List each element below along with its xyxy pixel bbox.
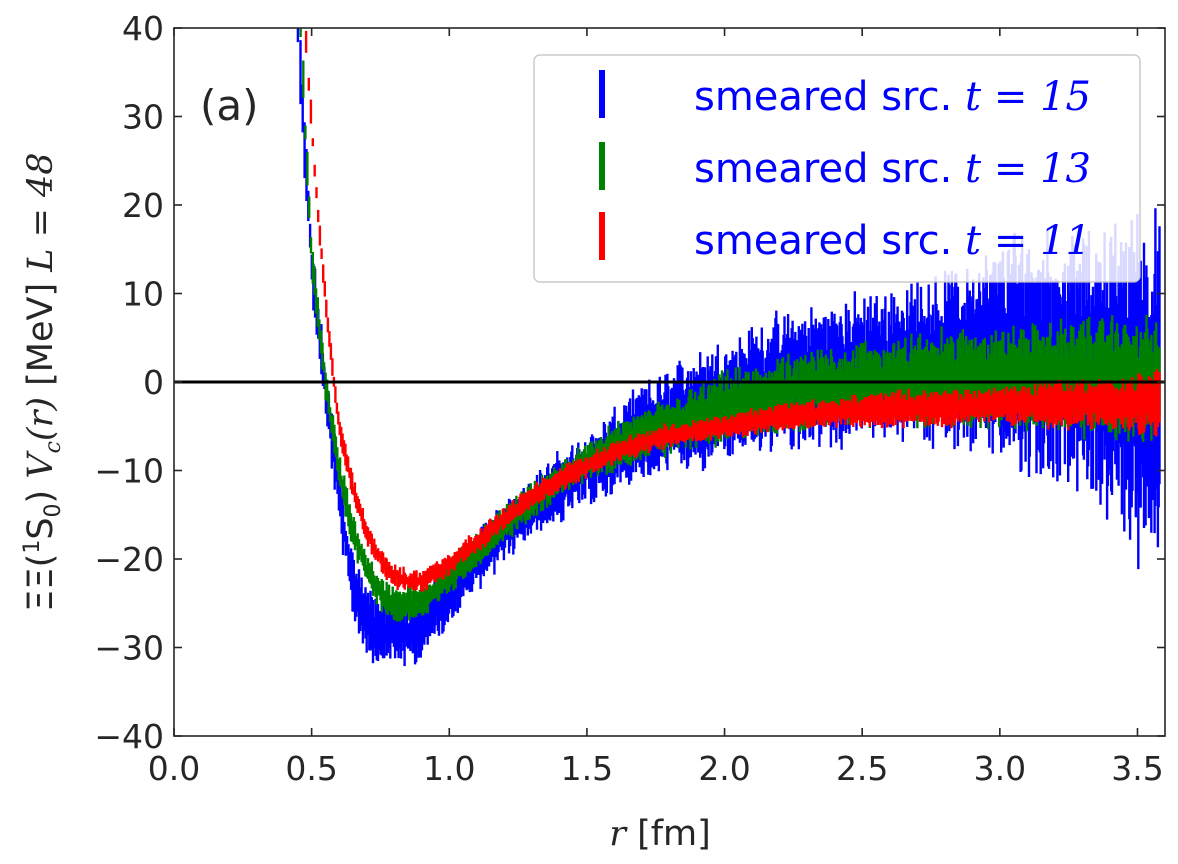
y-axis-prefix: ΞΞ(: [21, 554, 61, 612]
x-tick-label: 2.0: [698, 749, 750, 788]
y-axis-state: S: [21, 517, 61, 539]
y-axis-sub: 0: [41, 503, 66, 517]
x-tick-label: 1.5: [561, 749, 613, 788]
legend: smeared src. t = 15 smeared src. t = 13 …: [533, 54, 1141, 283]
legend-entry-t11: smeared src. t = 11: [694, 218, 1091, 264]
x-tick-label: 0.5: [285, 749, 337, 788]
y-axis-ticks: −40 −30 −20 −10 0 10 20 30 40: [94, 9, 1165, 756]
y-axis-sup: 1: [20, 540, 45, 554]
x-axis-ticks: 0.0 0.5 1.0 1.5 2.0 2.5 3.0 3.5: [148, 28, 1164, 788]
x-tick-label: 1.0: [423, 749, 475, 788]
legend-box: [533, 54, 1141, 283]
y-axis-label: ΞΞ(1S0) Vc(r) [MeV] L = 48: [20, 152, 66, 611]
y-tick-label: −10: [94, 452, 164, 491]
y-axis-func-sub: c: [41, 441, 66, 453]
x-tick-label: 0.0: [148, 749, 200, 788]
y-tick-label: 20: [122, 186, 164, 225]
y-tick-label: 30: [122, 98, 164, 137]
panel-label: (a): [200, 81, 259, 130]
y-tick-label: −30: [94, 629, 164, 668]
data-layer: [296, 28, 1161, 667]
x-tick-label: 2.5: [836, 749, 888, 788]
y-tick-label: 0: [143, 363, 164, 402]
x-axis-unit: [fm]: [637, 814, 711, 854]
y-axis-func-arg: (r): [21, 397, 61, 441]
x-tick-label: 3.5: [1111, 749, 1163, 788]
legend-entry-t13: smeared src. t = 13: [694, 146, 1091, 192]
y-tick-label: −20: [94, 540, 164, 579]
y-axis-lattice: L = 48: [21, 152, 61, 272]
x-axis-var: r: [609, 814, 628, 854]
y-tick-label: 10: [122, 275, 164, 314]
y-axis-func: V: [21, 450, 61, 479]
x-tick-label: 3.0: [974, 749, 1026, 788]
legend-entry-t15: smeared src. t = 15: [694, 74, 1091, 120]
y-axis-unit: [MeV]: [21, 272, 61, 397]
y-tick-label: −40: [94, 717, 164, 756]
y-axis-mid: ): [21, 479, 61, 504]
series-11-errorbars: [304, 30, 1161, 592]
y-tick-label: 40: [122, 9, 164, 48]
x-axis-label: r [fm]: [609, 814, 711, 854]
